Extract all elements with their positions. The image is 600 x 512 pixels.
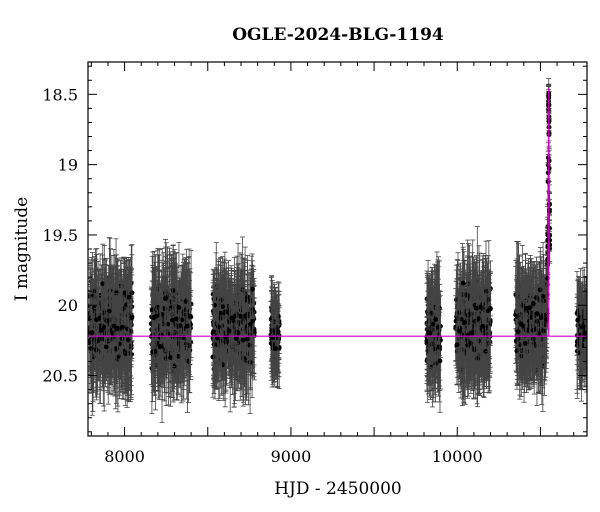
data-point bbox=[238, 313, 244, 319]
data-point bbox=[88, 346, 94, 351]
data-point bbox=[101, 325, 107, 330]
data-point bbox=[150, 307, 155, 313]
data-point bbox=[119, 336, 125, 342]
data-point bbox=[235, 330, 241, 336]
data-point bbox=[170, 288, 176, 293]
data-point bbox=[151, 315, 156, 321]
data-point bbox=[187, 313, 193, 319]
data-point bbox=[126, 294, 132, 300]
data-point bbox=[220, 304, 226, 309]
data-point bbox=[242, 313, 248, 319]
data-point bbox=[103, 344, 109, 350]
data-point bbox=[247, 322, 253, 327]
data-point bbox=[212, 302, 218, 308]
data-point bbox=[158, 344, 163, 349]
data-point bbox=[179, 317, 185, 323]
data-point bbox=[226, 328, 232, 334]
data-point bbox=[111, 323, 117, 329]
data-point bbox=[210, 354, 216, 360]
data-point bbox=[250, 286, 255, 292]
data-point bbox=[215, 335, 220, 341]
data-point bbox=[218, 310, 223, 316]
data-point bbox=[177, 323, 183, 328]
data-point bbox=[211, 329, 217, 335]
data-point bbox=[113, 346, 119, 351]
data-point bbox=[184, 323, 190, 329]
data-point bbox=[94, 317, 99, 323]
data-point bbox=[240, 337, 246, 343]
data-point bbox=[163, 296, 168, 302]
data-point bbox=[168, 355, 174, 361]
data-point bbox=[95, 338, 100, 344]
data-point bbox=[155, 304, 160, 310]
data-point bbox=[176, 305, 182, 310]
data-point bbox=[244, 336, 250, 342]
x-axis-label: HJD - 2450000 bbox=[274, 479, 402, 499]
data-point bbox=[175, 353, 181, 359]
data-point bbox=[186, 343, 192, 348]
data-point bbox=[250, 318, 255, 324]
data-point bbox=[120, 324, 125, 330]
data-point bbox=[125, 337, 131, 343]
data-point bbox=[224, 339, 230, 345]
data-point bbox=[183, 299, 189, 304]
data-point bbox=[106, 308, 112, 314]
data-point bbox=[216, 324, 221, 330]
data-point bbox=[115, 325, 120, 331]
data-points bbox=[88, 78, 587, 423]
data-point bbox=[229, 315, 235, 321]
chart-title: OGLE-2024-BLG-1194 bbox=[232, 25, 444, 45]
data-point bbox=[129, 315, 135, 321]
data-point bbox=[233, 336, 239, 341]
data-point bbox=[170, 317, 175, 323]
data-point bbox=[172, 330, 178, 335]
data-point bbox=[166, 331, 171, 337]
y-axis-label: I magnitude bbox=[12, 197, 32, 301]
data-point bbox=[173, 316, 179, 322]
